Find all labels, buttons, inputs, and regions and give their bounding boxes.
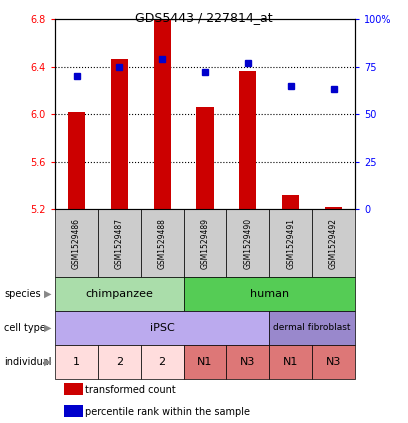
Text: cell type: cell type [4,323,46,333]
Text: GSM1529486: GSM1529486 [72,218,81,269]
Text: ▶: ▶ [44,289,51,299]
Text: N3: N3 [326,357,341,367]
Text: GDS5443 / 227814_at: GDS5443 / 227814_at [135,11,273,24]
Text: ▶: ▶ [44,323,51,333]
Text: chimpanzee: chimpanzee [85,289,153,299]
Text: GSM1529490: GSM1529490 [243,218,253,269]
Text: percentile rank within the sample: percentile rank within the sample [85,407,250,417]
Bar [55,209,98,277]
Bar [226,209,269,277]
Text: 2: 2 [116,357,123,367]
Text: N3: N3 [240,357,255,367]
Text: GSM1529489: GSM1529489 [200,218,210,269]
Text: species: species [4,289,41,299]
Bar [141,209,184,277]
Text: GSM1529492: GSM1529492 [329,218,338,269]
Bar [184,277,355,311]
Bar [325,207,342,209]
Bar [239,71,256,209]
Text: ▶: ▶ [44,357,51,367]
Bar [312,345,355,379]
Bar [312,209,355,277]
Bar [98,345,141,379]
Bar [269,311,355,345]
Bar [226,345,269,379]
Bar [64,382,83,395]
Text: N1: N1 [197,357,213,367]
Bar [184,209,226,277]
Bar [55,345,98,379]
Text: GSM1529488: GSM1529488 [157,218,167,269]
Bar [269,209,312,277]
Bar [269,345,312,379]
Bar [282,195,299,209]
Text: 2: 2 [159,357,166,367]
Text: 1: 1 [73,357,80,367]
Text: iPSC: iPSC [150,323,175,333]
Bar [68,112,85,209]
Text: GSM1529491: GSM1529491 [286,218,295,269]
Text: GSM1529487: GSM1529487 [115,218,124,269]
Text: individual: individual [4,357,51,367]
Text: transformed count: transformed count [85,385,176,395]
Bar [184,345,226,379]
Bar [64,405,83,417]
Bar [55,277,184,311]
Bar [55,311,269,345]
Bar [197,107,214,209]
Bar [141,345,184,379]
Text: human: human [250,289,289,299]
Bar [153,20,171,209]
Text: N1: N1 [283,357,298,367]
Text: dermal fibroblast: dermal fibroblast [273,323,351,332]
Bar [98,209,141,277]
Bar [111,60,128,209]
